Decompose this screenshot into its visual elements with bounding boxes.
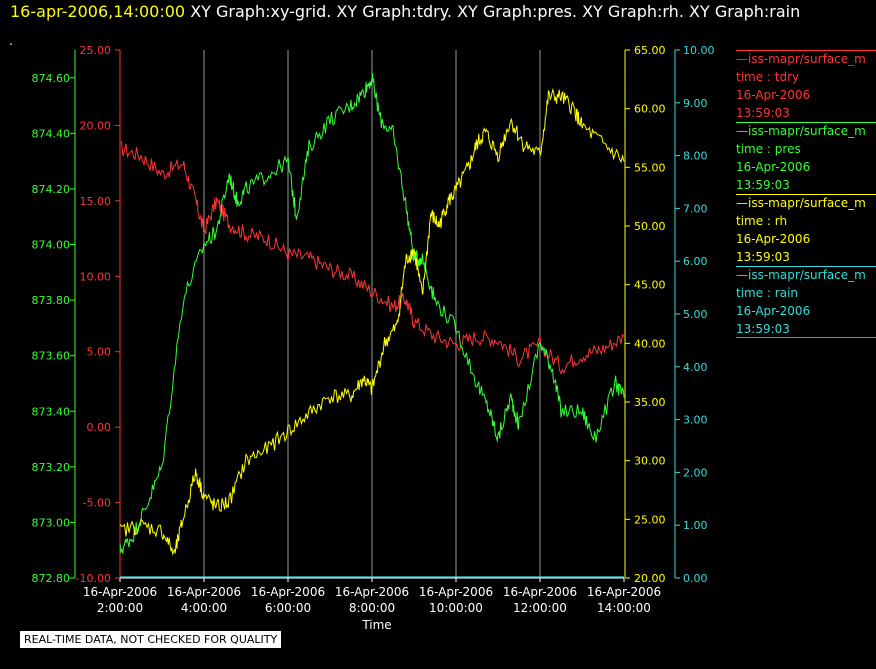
y-tick-label-rain: 1.00 (683, 519, 708, 532)
axes-layer: 874.60 874.40 874.20 874.00 873.80 873.60 873.… (32, 44, 715, 585)
legend-separator (736, 50, 876, 51)
legend-separator (736, 194, 876, 195)
y-tick-label-rh: 40.00 (634, 337, 666, 350)
header-timestamp: 16-apr-2006,14:00:00 (10, 2, 186, 21)
x-tick-label-date: 16-Apr-2006 (587, 585, 661, 599)
x-tick-label-date: 16-Apr-2006 (251, 585, 325, 599)
y-tick-label-pres: 873.20 (32, 461, 71, 474)
y-tick-label-pres: 873.60 (32, 350, 71, 363)
series-layer (119, 73, 625, 578)
x-tick-label-time: 2:00:00 (97, 601, 143, 615)
y-tick-label-rh: 60.00 (634, 103, 666, 116)
x-tick-label-time: 4:00:00 (181, 601, 227, 615)
legend-var: time : tdry (736, 70, 800, 84)
y-tick-label-tdry: 5.00 (87, 346, 112, 359)
quality-note: REAL-TIME DATA, NOT CHECKED FOR QUALITY (20, 631, 282, 648)
legend-source: —iss-mapr/surface_m (736, 52, 866, 66)
y-tick-label-rh: 55.00 (634, 161, 666, 174)
y-tick-label-pres: 874.40 (32, 127, 71, 140)
y-tick-label-pres: 874.00 (32, 239, 71, 252)
header-title: 16-apr-2006,14:00:00 XY Graph:xy-grid. X… (10, 2, 800, 21)
x-tick-label-date: 16-Apr-2006 (167, 585, 241, 599)
y-tick-label-pres: 872.80 (32, 572, 71, 585)
y-tick-label-pres: 874.20 (32, 183, 71, 196)
y-tick-label-tdry: 25.00 (80, 44, 112, 57)
series-line-tdry (120, 141, 625, 375)
y-tick-label-rain: 5.00 (683, 308, 708, 321)
legend-source: —iss-mapr/surface_m (736, 196, 866, 210)
x-tick-label-date: 16-Apr-2006 (419, 585, 493, 599)
grid-layer (203, 50, 541, 578)
y-tick-label-rh: 25.00 (634, 513, 666, 526)
y-tick-label-tdry: -5.00 (83, 497, 111, 510)
x-tick-label-time: 10:00:00 (429, 601, 483, 615)
y-tick-label-pres: 874.60 (32, 72, 71, 85)
legend-date: 16-Apr-2006 (736, 304, 811, 318)
y-tick-label-tdry: 20.00 (80, 119, 112, 132)
legend-var: time : rh (736, 214, 788, 228)
y-tick-label-rain: 4.00 (683, 361, 708, 374)
y-tick-label-rain: 10.00 (683, 44, 715, 57)
header-graph-list: XY Graph:xy-grid. XY Graph:tdry. XY Grap… (190, 2, 801, 21)
x-tick-label-date: 16-Apr-2006 (83, 585, 157, 599)
y-tick-label-rh: 65.00 (634, 44, 666, 57)
x-tick-label-date: 16-Apr-2006 (503, 585, 577, 599)
legend-var: time : pres (736, 142, 801, 156)
y-tick-label-rh: 50.00 (634, 220, 666, 233)
y-tick-label-tdry: 15.00 (80, 195, 112, 208)
y-tick-label-rain: 3.00 (683, 414, 708, 427)
y-tick-label-rain: 9.00 (683, 97, 708, 110)
legend-date: 16-Apr-2006 (736, 88, 811, 102)
y-tick-label-pres: 873.00 (32, 516, 71, 529)
legend-var: time : rain (736, 286, 799, 300)
y-tick-label-rh: 20.00 (634, 572, 666, 585)
y-tick-label-pres: 873.80 (32, 294, 71, 307)
legend-time: 13:59:03 (736, 178, 790, 192)
legend-source: —iss-mapr/surface_m (736, 124, 866, 138)
y-tick-label-rain: 6.00 (683, 255, 708, 268)
legend-time: 13:59:03 (736, 250, 790, 264)
y-tick-label-rain: 0.00 (683, 572, 708, 585)
x-tick-label-time: 14:00:00 (597, 601, 651, 615)
x-axis-label: Time (361, 618, 391, 632)
y-tick-label-rain: 8.00 (683, 150, 708, 163)
series-line-rh (119, 87, 625, 556)
x-axis-ticks: 16-Apr-2006 2:00:00 16-Apr-2006 4:00:00 16-A… (83, 578, 661, 615)
legend-separator (736, 337, 876, 338)
x-tick-label-date: 16-Apr-2006 (335, 585, 409, 599)
legend-time: 13:59:03 (736, 106, 790, 120)
y-tick-label-rh: 45.00 (634, 279, 666, 292)
x-tick-label-time: 8:00:00 (349, 601, 395, 615)
legend-separator (736, 266, 876, 267)
y-tick-label-tdry: -10.00 (76, 572, 111, 585)
legend-source: —iss-mapr/surface_m (736, 268, 866, 282)
status-dot: . (9, 34, 13, 48)
x-tick-label-time: 12:00:00 (513, 601, 567, 615)
series-line-pres (119, 73, 625, 554)
y-tick-label-tdry: 0.00 (87, 421, 112, 434)
legend-time: 13:59:03 (736, 322, 790, 336)
legend-date: 16-Apr-2006 (736, 160, 811, 174)
x-tick-label-time: 6:00:00 (265, 601, 311, 615)
legend-separator (736, 122, 876, 123)
y-tick-label-rh: 35.00 (634, 396, 666, 409)
y-tick-label-pres: 873.40 (32, 405, 71, 418)
y-tick-label-tdry: 10.00 (80, 270, 112, 283)
y-tick-label-rain: 2.00 (683, 466, 708, 479)
legend-date: 16-Apr-2006 (736, 232, 811, 246)
y-tick-label-rain: 7.00 (683, 202, 708, 215)
y-tick-label-rh: 30.00 (634, 455, 666, 468)
